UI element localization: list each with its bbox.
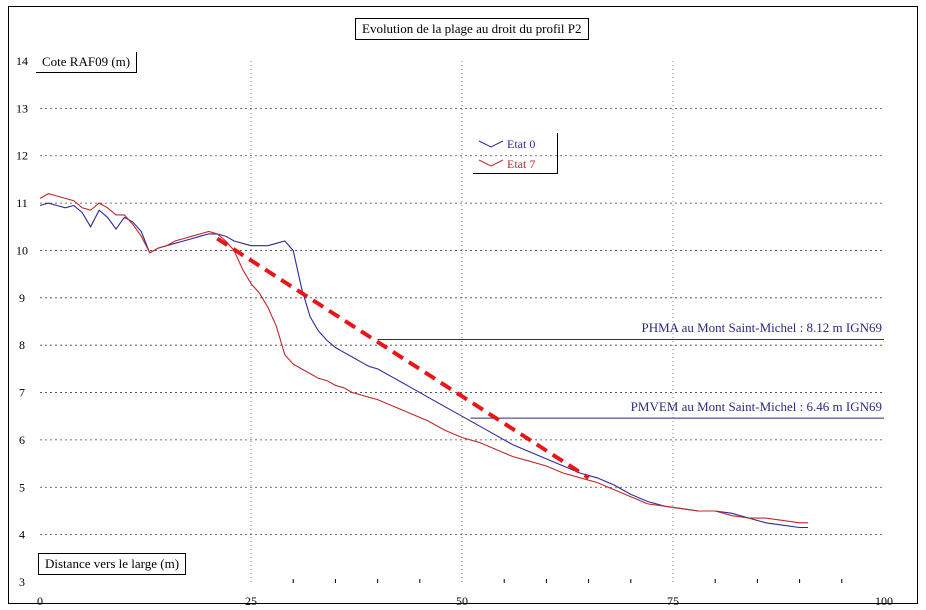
y-tick-label-9: 9 [19,291,25,305]
legend-label-etat-7: Etat 7 [507,157,536,171]
series-line-etat-7 [39,193,808,524]
y-tick-label-10: 10 [16,243,28,257]
y-axis-label: Cote RAF09 (m) [36,52,138,73]
legend-swatches [478,140,504,167]
x-tick-label-50: 50 [456,594,468,608]
x-tick-label-75: 75 [667,594,679,608]
y-tick-label-5: 5 [19,480,25,494]
legend: Etat 0 Etat 7 [473,133,558,174]
legend-swatch-etat-7 [478,159,504,167]
y-tick-label-6: 6 [19,433,25,447]
series-line-etat-0 [39,202,808,529]
y-tick-label-14: 14 [16,54,28,68]
legend-swatch-etat-0 [478,140,504,148]
legend-label-etat-0: Etat 0 [507,137,536,151]
x-tick-label-100: 100 [875,594,893,608]
y-tick-label-12: 12 [16,149,28,163]
reference-label-phma: PHMA au Mont Saint-Michel : 8.12 m IGN69 [641,320,883,336]
chart-title: Evolution de la plage au droit du profil… [355,18,589,40]
y-tick-label-7: 7 [19,386,25,400]
x-tick-label-25: 25 [245,594,257,608]
x-axis-label: Distance vers le large (m) [38,553,187,575]
y-tick-label-13: 13 [16,101,28,115]
chart-frame [8,6,918,604]
reference-label-pmvem: PMVEM au Mont Saint-Michel : 6.46 m IGN6… [630,399,882,415]
y-tick-label-8: 8 [19,338,25,352]
y-tick-label-11: 11 [16,196,28,210]
x-tick-label-0: 0 [37,594,43,608]
trend-line-dashed [216,236,590,480]
y-tick-label-3: 3 [19,575,25,589]
y-tick-label-4: 4 [19,528,25,542]
